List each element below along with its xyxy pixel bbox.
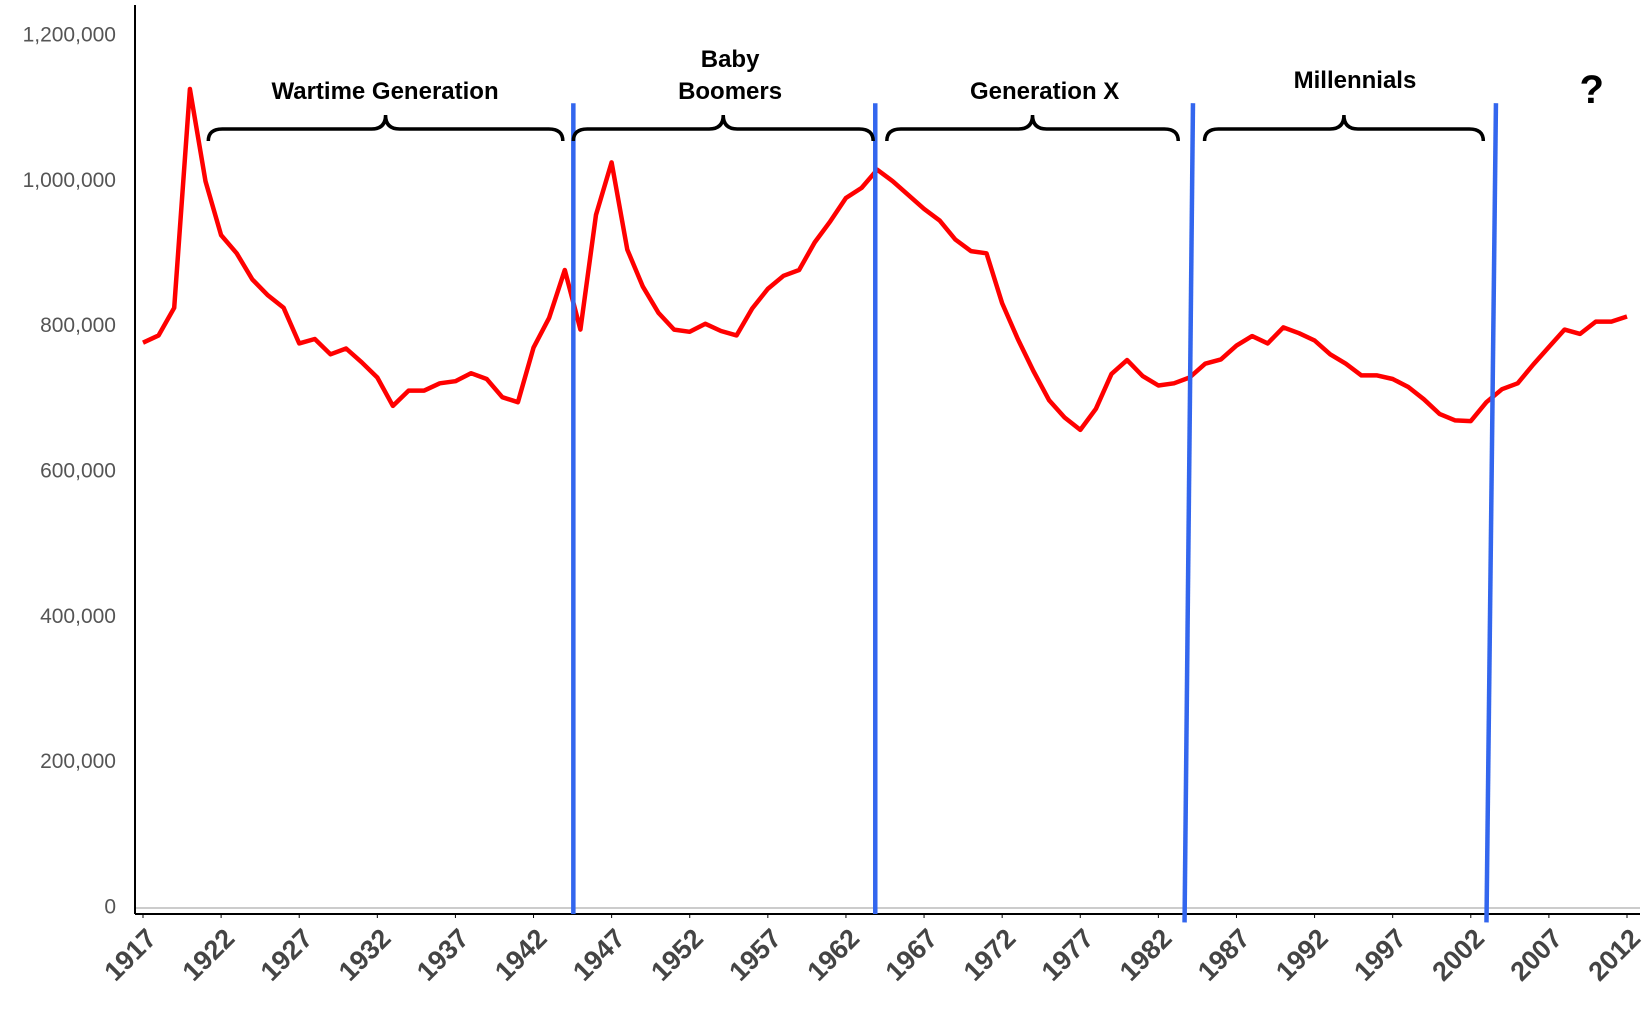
y-tick-label: 400,000	[40, 605, 116, 628]
x-tick-label: 1937	[411, 923, 475, 987]
y-tick-label: 1,200,000	[23, 24, 116, 47]
x-tick-label: 1997	[1348, 923, 1412, 987]
y-tick-label: 600,000	[40, 460, 116, 483]
y-tick-label: 0	[104, 896, 116, 919]
x-tick-label: 2002	[1426, 923, 1490, 987]
x-tick-label: 1957	[723, 923, 787, 987]
generation-label: Wartime Generation	[271, 77, 499, 105]
x-tick-label: 1932	[333, 923, 397, 987]
brace	[206, 114, 565, 142]
x-tick-label: 1917	[99, 923, 163, 987]
x-tick-label: 1967	[880, 923, 944, 987]
x-tick-label: 1982	[1114, 923, 1178, 987]
y-tick-label: 800,000	[40, 314, 116, 337]
x-tick-label: 1922	[177, 923, 241, 987]
generation-label: Generation X	[969, 77, 1120, 105]
x-tick-label: 1962	[802, 923, 866, 987]
x-tick-label: 1977	[1036, 923, 1100, 987]
x-tick-label: 1992	[1270, 923, 1334, 987]
generation-divider	[1182, 103, 1196, 923]
x-tick-label: 1972	[958, 923, 1022, 987]
generation-label: ?	[1579, 67, 1604, 112]
y-tick-label: 1,000,000	[23, 169, 116, 192]
data-line	[142, 86, 1628, 433]
x-tick-label: 2012	[1583, 923, 1647, 987]
x-tick-label: 2007	[1504, 923, 1568, 987]
x-tick-label: 1942	[489, 923, 553, 987]
x-tick-label: 1987	[1192, 923, 1256, 987]
brace	[885, 114, 1180, 142]
generation-label: Baby Boomers	[678, 46, 783, 106]
generation-divider	[1484, 103, 1499, 923]
x-tick-label: 1927	[255, 923, 319, 987]
brace	[1202, 114, 1486, 142]
y-tick-label: 200,000	[40, 750, 116, 773]
x-tick-label: 1952	[645, 923, 709, 987]
generation-label: Millennials	[1293, 67, 1417, 95]
brace	[571, 114, 875, 142]
x-tick-label: 1947	[567, 923, 631, 987]
